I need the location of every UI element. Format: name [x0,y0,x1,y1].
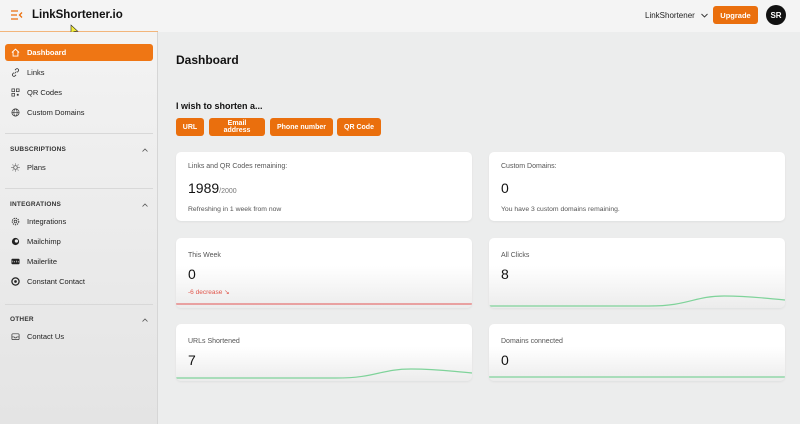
remaining-max: /2000 [219,188,237,195]
sidebar-divider [5,188,153,189]
sidebar-item-integrations[interactable]: Integrations [5,213,153,230]
section-title-subscriptions[interactable]: SUBSCRIPTIONS [10,146,148,153]
settings-icon [11,217,20,226]
links-remaining-card: Links and QR Codes remaining: 1989/2000 … [176,152,472,221]
card-label: All Clicks [501,252,530,259]
workspace-name: LinkShortener [645,11,695,20]
sidebar-item-dashboard[interactable]: Dashboard [5,44,153,61]
this-week-sparkline [176,303,472,305]
shorten-email-button[interactable]: Email address [209,118,265,136]
sidebar-item-constant-contact[interactable]: Constant Contact [5,273,153,290]
sidebar-item-label: QR Codes [27,88,63,97]
sidebar-item-label: Integrations [27,217,67,226]
all-clicks-card: All Clicks 8 [489,238,785,308]
sidebar-item-label: Plans [27,163,46,172]
page-title: Dashboard [176,53,239,67]
card-subtext: Refreshing in 1 week from now [188,206,282,213]
domains-connected-sparkline [489,376,785,378]
sidebar-item-label: Custom Domains [27,108,85,117]
shorten-prompt: I wish to shorten a... [176,101,263,111]
sidebar-item-label: Mailchimp [27,237,61,246]
urls-shortened-sparkline [176,368,472,379]
sidebar-item-mailchimp[interactable]: Mailchimp [5,233,153,250]
section-title-text: OTHER [10,316,34,323]
card-label: This Week [188,252,221,259]
brand-logo-text[interactable]: LinkShortener.io [32,9,123,21]
mailerlite-icon [11,258,20,265]
top-header: LinkShortener.io LinkShortener Upgrade S… [0,0,800,32]
link-icon [12,68,19,77]
sidebar-divider [5,133,153,134]
section-title-other[interactable]: OTHER [10,316,148,323]
shorten-phone-button[interactable]: Phone number [270,118,333,136]
sidebar-item-label: Links [27,68,45,77]
card-value: 0 [501,352,509,368]
section-title-integrations[interactable]: INTEGRATIONS [10,201,148,208]
sidebar-item-label: Mailerlite [27,257,58,266]
card-label: Custom Domains: [501,163,557,170]
inbox-icon [11,333,20,341]
sidebar-divider [5,304,153,305]
sidebar-item-label: Constant Contact [27,277,85,286]
collapse-menu-icon[interactable] [11,10,23,20]
card-value: 0 [501,180,509,196]
card-value: 0 [188,266,196,282]
chevron-up-icon [142,317,148,322]
sidebar-item-plans[interactable]: Plans [5,159,153,176]
urls-shortened-card: URLs Shortened 7 [176,324,472,381]
sidebar-item-qr-codes[interactable]: QR Codes [5,84,153,101]
sidebar-item-mailerlite[interactable]: Mailerlite [5,253,153,270]
custom-domains-card: Custom Domains: 0 You have 3 custom doma… [489,152,785,221]
chevron-up-icon [142,147,148,152]
globe-icon [11,108,20,117]
domains-connected-card: Domains connected 0 [489,324,785,381]
remaining-count: 1989 [188,180,220,196]
home-icon [11,48,20,57]
card-label: URLs Shortened [188,338,240,345]
qr-code-icon [11,88,20,97]
sidebar [0,32,158,424]
card-value: 7 [188,352,196,368]
card-value: 8 [501,266,509,282]
brand-underline [0,31,158,32]
constant-contact-icon [11,277,20,286]
trend-badge: -6 decrease ↘ [188,289,230,296]
all-clicks-sparkline [489,295,785,307]
section-title-text: INTEGRATIONS [10,201,62,208]
card-label: Links and QR Codes remaining: [188,163,288,170]
sidebar-item-custom-domains[interactable]: Custom Domains [5,104,153,121]
avatar[interactable]: SR [766,5,786,25]
sidebar-item-links[interactable]: Links [5,64,153,81]
bulb-icon [11,163,20,172]
sidebar-item-contact-us[interactable]: Contact Us [5,328,153,345]
sidebar-item-label: Contact Us [27,332,65,341]
card-label: Domains connected [501,338,563,345]
chevron-down-icon [700,13,708,18]
workspace-selector[interactable]: LinkShortener [645,11,708,20]
shorten-url-button[interactable]: URL [176,118,204,136]
chevron-up-icon [142,202,148,207]
this-week-card: This Week 0 -6 decrease ↘ [176,238,472,308]
card-value: 1989/2000 [188,180,237,196]
sidebar-item-label: Dashboard [27,48,67,57]
mailchimp-icon [11,237,20,246]
card-subtext: You have 3 custom domains remaining. [501,206,620,213]
upgrade-button[interactable]: Upgrade [713,6,758,24]
shorten-qr-button[interactable]: QR Code [337,118,381,136]
section-title-text: SUBSCRIPTIONS [10,146,67,153]
